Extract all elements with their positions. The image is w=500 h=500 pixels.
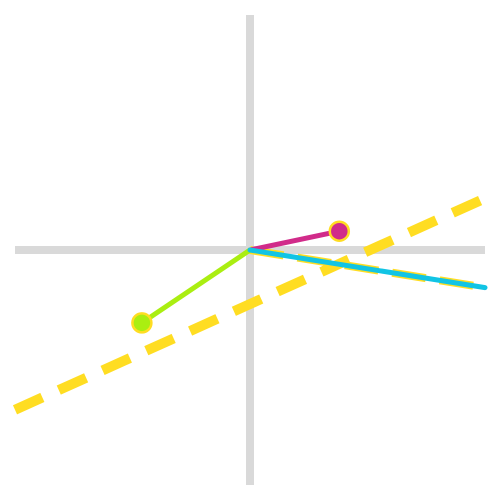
lime-vector (139, 247, 253, 326)
vectors (139, 228, 488, 326)
magenta-vector (247, 228, 342, 253)
upper-dashed-guide (12, 193, 488, 415)
cyan-vector (247, 247, 488, 291)
lime-vector-endpoint (131, 312, 153, 334)
magenta-vector-endpoint (328, 220, 351, 242)
endpoints (131, 220, 351, 334)
